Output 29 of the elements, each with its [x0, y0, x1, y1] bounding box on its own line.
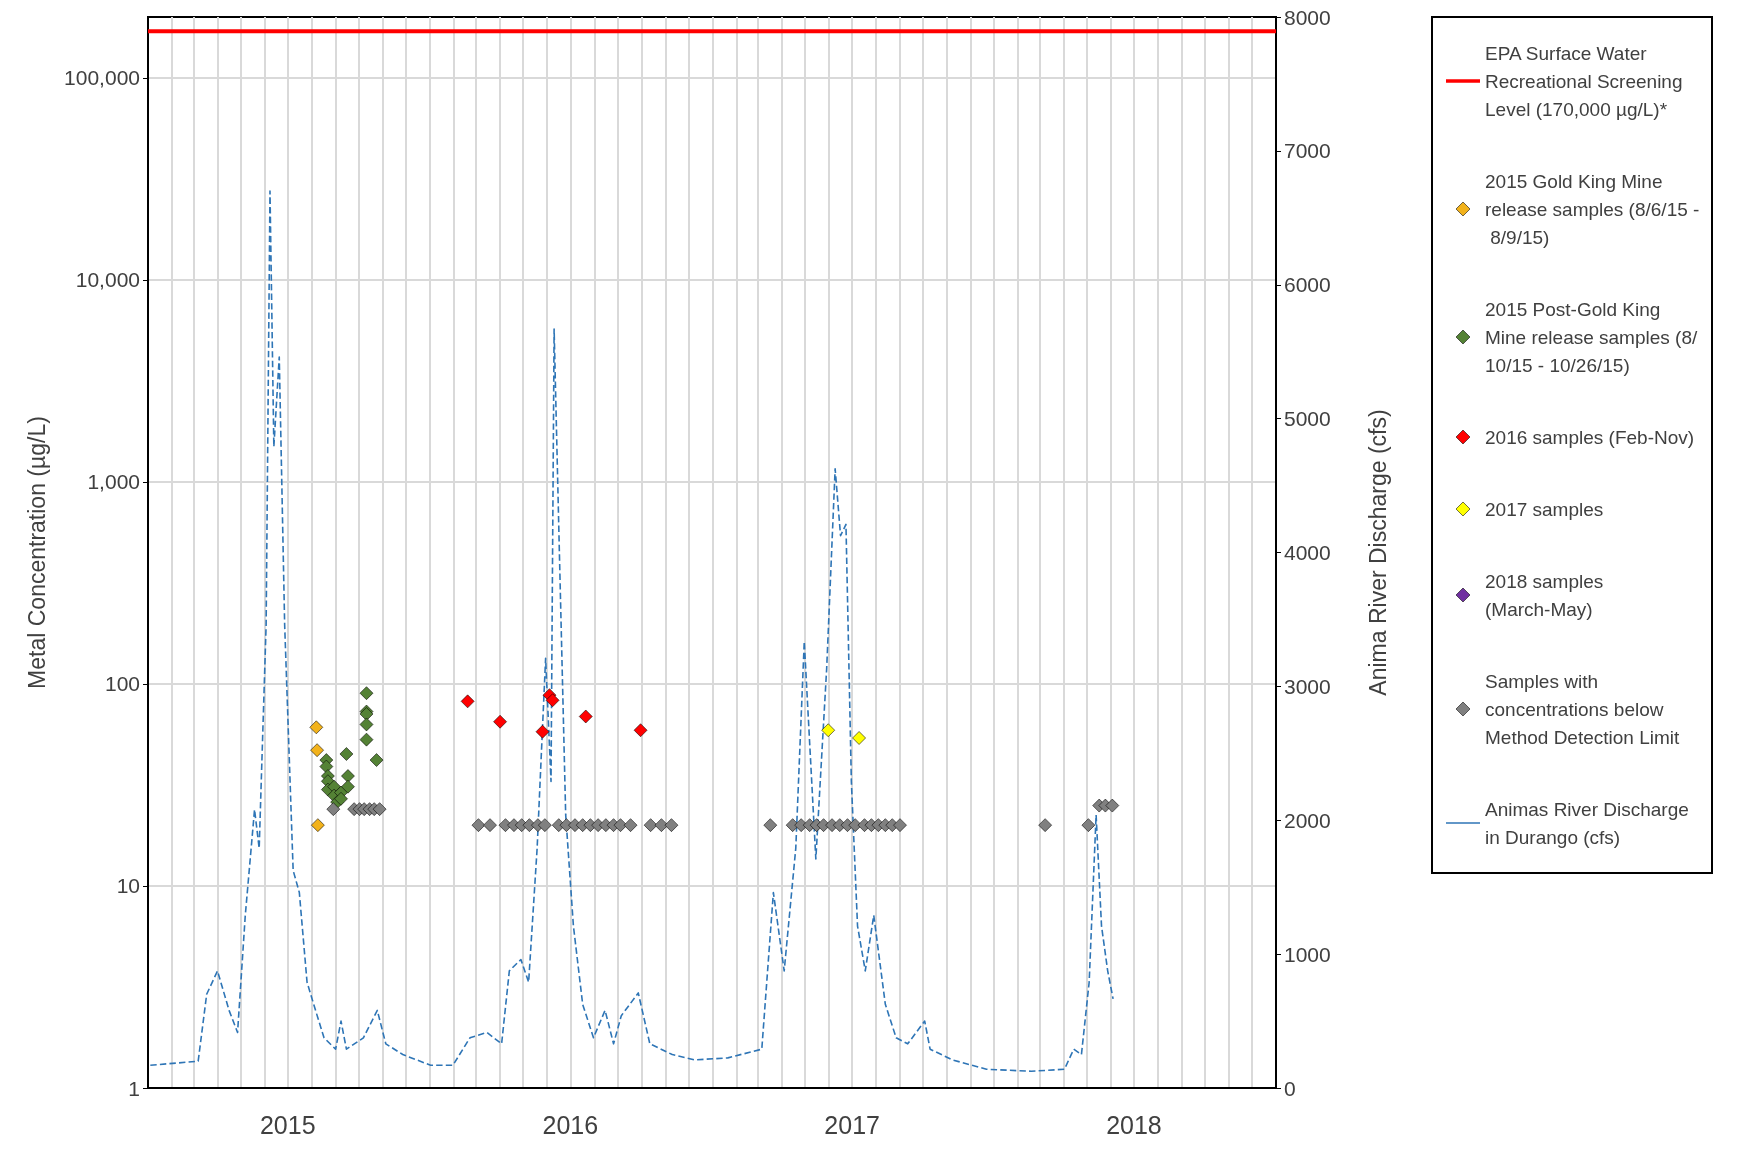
x-tick-label: 2016 — [542, 1110, 599, 1139]
y-tick-label: 1,000 — [87, 470, 140, 494]
legend-label: 2017 samples — [1485, 498, 1604, 520]
y2-tick-label: 2000 — [1284, 808, 1331, 832]
legend-label: EPA Surface Water Recreational Screening Level (170,000 µg/L)* — [1485, 42, 1688, 120]
y2-tick-label: 7000 — [1284, 139, 1331, 163]
y-tick-label: 10 — [116, 874, 140, 898]
y-axis-title: Metal Concentration (µg/L) — [23, 416, 50, 689]
y-tick-label: 1 — [128, 1076, 140, 1100]
x-tick-label: 2015 — [259, 1110, 316, 1139]
legend-label: 2015 Post-Gold King Mine release samples (8/10/15 - 10/26/15) — [1485, 298, 1698, 376]
y-tick-label: 100 — [104, 672, 140, 696]
x-tick-label: 2018 — [1106, 1110, 1162, 1139]
y2-tick-label: 6000 — [1284, 273, 1331, 297]
y2-axis-title: Anima River Discharge (cfs) — [1364, 409, 1391, 696]
legend-label: Animas River Discharge in Durango (cfs) — [1485, 798, 1695, 848]
y2-tick-label: 4000 — [1284, 541, 1331, 564]
legend-label: Samples with concentrations below Method Detection Limit — [1485, 670, 1681, 748]
legend-label: 2015 Gold King Mine release samples (8/6/15 - 8/9/15) — [1485, 170, 1700, 248]
legend-label: 2016 samples (Feb-Nov) — [1485, 426, 1695, 448]
y-tick-label: 100,000 — [64, 66, 140, 90]
y2-tick-label: 1000 — [1284, 942, 1331, 966]
y2-tick-label: 3000 — [1284, 674, 1331, 698]
legend-label: 2018 samples (March-May) — [1485, 570, 1609, 620]
y2-tick-label: 0 — [1284, 1076, 1296, 1100]
y-tick-label: 10,000 — [75, 268, 140, 292]
y2-tick-label: 5000 — [1284, 407, 1331, 431]
y2-tick-label: 8000 — [1284, 5, 1331, 29]
x-tick-label: 2017 — [824, 1110, 880, 1139]
